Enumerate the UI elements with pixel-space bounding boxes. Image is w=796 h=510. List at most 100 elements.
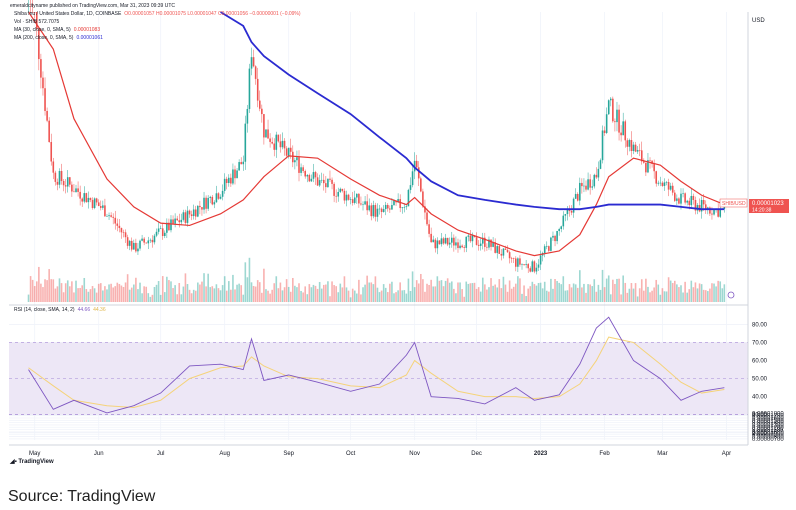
- volume-bar: [261, 292, 263, 302]
- candle-body: [471, 235, 474, 242]
- volume-bar: [550, 278, 552, 302]
- candle-body: [232, 169, 234, 184]
- price-tick-label: 0.00001700: [752, 414, 784, 420]
- volume-bar: [159, 294, 162, 302]
- candle-body: [504, 248, 507, 250]
- candle-body: [58, 171, 61, 185]
- candle-body: [166, 222, 168, 233]
- volume-bar: [519, 278, 521, 302]
- volume-bar: [587, 284, 589, 302]
- volume-bar: [634, 283, 637, 302]
- candle-body: [484, 237, 486, 247]
- volume-bar: [236, 284, 238, 302]
- candle-body: [331, 179, 333, 184]
- rsi-ma-line: [28, 336, 725, 409]
- candle-body: [669, 185, 672, 190]
- volume-bar: [659, 294, 662, 302]
- candle-body: [440, 238, 443, 245]
- volume-bar: [329, 296, 331, 302]
- candle-body: [384, 204, 387, 210]
- candle-body: [300, 167, 302, 173]
- volume-bar: [589, 284, 591, 302]
- time-tick-label: Nov: [409, 451, 420, 457]
- candle-body: [558, 229, 560, 231]
- volume-bar: [188, 289, 191, 302]
- candle-body: [81, 198, 84, 202]
- candle-body: [492, 242, 494, 247]
- volume-bar: [676, 284, 678, 302]
- volume-bar: [469, 283, 472, 302]
- volume-bar: [281, 290, 284, 302]
- last-price-value: 0.00001023: [752, 201, 784, 207]
- candle-body: [133, 242, 135, 250]
- volume-bar: [702, 289, 705, 302]
- candle-body: [79, 191, 81, 199]
- candle-body: [393, 200, 395, 206]
- volume-bar: [232, 274, 234, 302]
- candle-body: [638, 150, 641, 151]
- legend-ma30-row: MA (30, close, 0, SMA, 5) 0.00001083: [14, 26, 103, 34]
- volume-bar: [248, 257, 251, 302]
- candle-body: [215, 193, 218, 203]
- candle-body: [430, 233, 432, 243]
- candle-body: [607, 100, 610, 115]
- volume-bar: [370, 282, 373, 302]
- candle-body: [356, 193, 358, 198]
- candle-body: [54, 172, 57, 182]
- volume-bar: [126, 274, 129, 302]
- time-tick-label: Jun: [94, 451, 104, 457]
- volume-bar: [168, 280, 170, 302]
- candle-body: [108, 215, 110, 217]
- volume-bar: [372, 284, 375, 302]
- candle-body: [628, 140, 631, 147]
- candle-body: [622, 121, 624, 136]
- volume-bar: [562, 276, 565, 302]
- volume-bar: [570, 287, 573, 302]
- volume-bar: [31, 279, 34, 302]
- candle-body: [548, 246, 550, 251]
- price-tick-label: 0.00001500: [752, 418, 784, 424]
- candle-body: [562, 215, 565, 227]
- candle-body: [438, 240, 441, 245]
- volume-bar: [581, 287, 583, 302]
- candle-body: [44, 88, 46, 111]
- candle-body: [201, 207, 203, 210]
- candle-body: [304, 171, 306, 177]
- volume-bar: [246, 277, 249, 302]
- candle-body: [643, 161, 645, 163]
- volume-bar: [463, 296, 465, 302]
- volume-bar: [296, 287, 298, 302]
- event-marker-icon[interactable]: [727, 291, 735, 299]
- volume-bar: [176, 294, 178, 302]
- volume-bar: [554, 279, 556, 302]
- candle-body: [415, 160, 418, 168]
- volume-bar: [325, 284, 327, 302]
- candle-body: [188, 210, 191, 215]
- volume-bar: [300, 290, 302, 302]
- volume-bar: [607, 275, 610, 302]
- volume-bar: [682, 292, 684, 302]
- volume-bar: [471, 283, 474, 302]
- volume-bar: [609, 294, 612, 302]
- volume-bar: [114, 286, 117, 302]
- candle-body: [636, 150, 639, 152]
- candle-body: [329, 178, 331, 180]
- candle-body: [161, 228, 164, 236]
- candle-body: [33, 12, 36, 13]
- candle-body: [89, 197, 92, 201]
- candle-body: [386, 204, 389, 209]
- volume-bar: [459, 282, 461, 302]
- volume-bar: [525, 296, 527, 302]
- volume-bar: [306, 294, 309, 302]
- legend-vol-row: Vol · SHIB 572.7075: [14, 18, 62, 26]
- volume-bar: [139, 282, 141, 302]
- candle-body: [205, 197, 207, 209]
- volume-bar: [572, 283, 575, 302]
- candle-body: [444, 237, 447, 244]
- volume-bars: [27, 257, 726, 302]
- volume-bar: [645, 278, 647, 302]
- candle-body: [389, 208, 391, 210]
- volume-bar: [174, 285, 176, 302]
- volume-bar: [533, 284, 536, 302]
- volume-bar: [308, 284, 311, 302]
